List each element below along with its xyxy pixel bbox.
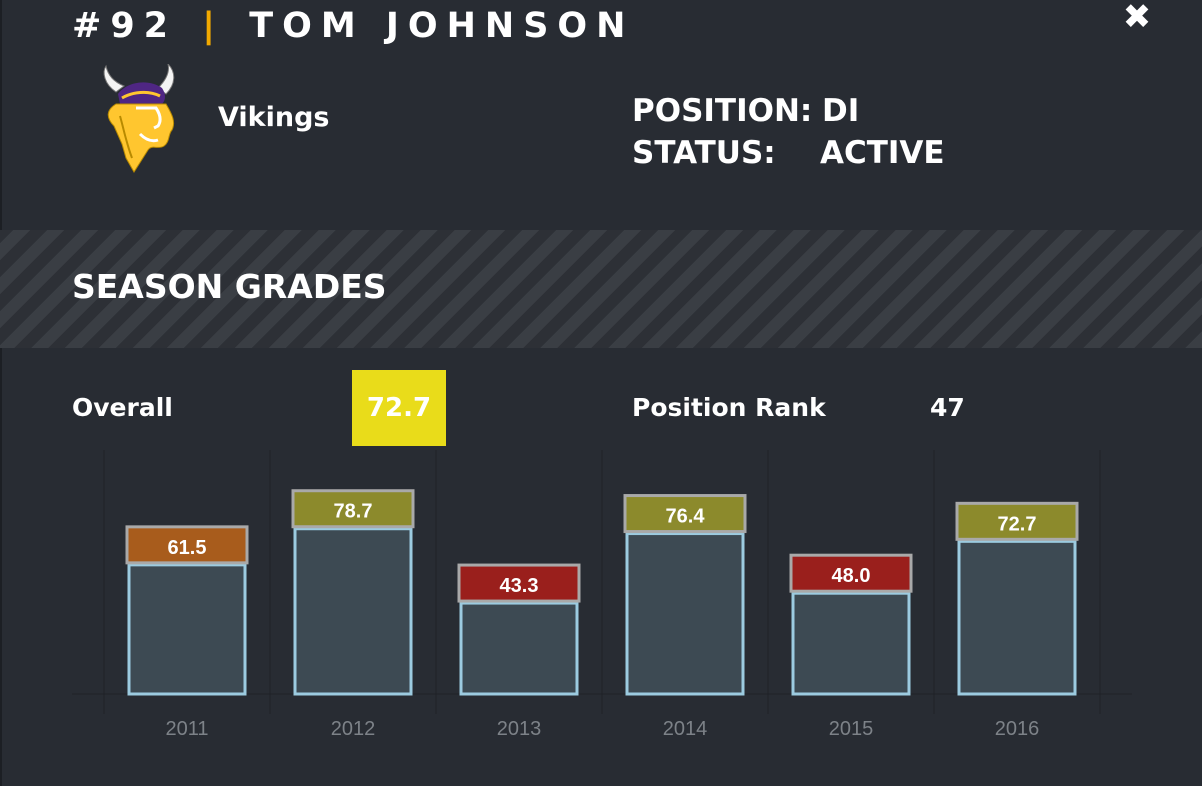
grade-label-box-2015 [789, 553, 913, 593]
bar-2014 [625, 532, 745, 696]
team-name: Vikings [218, 102, 330, 133]
x-tick-2016: 2016 [995, 718, 1040, 740]
grade-label-2016: 72.7 [998, 513, 1037, 535]
close-icon[interactable]: ✖ [1122, 0, 1152, 37]
grade-label-2013: 43.3 [500, 575, 539, 597]
bar-2012 [293, 527, 413, 696]
player-number: #92 [72, 6, 178, 46]
grade-label-box-2013 [457, 563, 581, 603]
status-value: ACTIVE [820, 135, 945, 171]
grade-label-box-2011 [125, 525, 249, 565]
grade-label-box-2016 [955, 501, 1079, 541]
vikings-logo-icon [103, 64, 175, 173]
overall-badge: 72.7 [352, 370, 446, 446]
header-separator: | [202, 6, 225, 46]
player-info: POSITION: DI STATUS: ACTIVE [632, 90, 945, 174]
grade-label-box-2014 [623, 494, 747, 534]
x-tick-2014: 2014 [663, 718, 708, 740]
bar-2013 [459, 601, 579, 696]
x-tick-2012: 2012 [331, 718, 376, 740]
left-border [0, 0, 2, 786]
status-label: STATUS: [632, 135, 776, 171]
player-name: TOM JOHNSON [249, 6, 635, 46]
position-row: POSITION: DI [632, 90, 945, 132]
grade-label-2014: 76.4 [666, 506, 706, 528]
player-header: #92 | TOM JOHNSON [72, 4, 634, 48]
grade-label-2012: 78.7 [334, 501, 373, 523]
x-tick-2011: 2011 [165, 718, 208, 740]
position-value: DI [822, 93, 860, 129]
x-tick-2013: 2013 [497, 718, 542, 740]
position-label: POSITION: [632, 93, 813, 129]
x-tick-2015: 2015 [829, 718, 874, 740]
section-title: SEASON GRADES [72, 267, 387, 306]
bar-2011 [127, 563, 247, 696]
overall-label: Overall [72, 393, 173, 422]
section-band [0, 230, 1202, 348]
bar-2016 [957, 539, 1077, 696]
grade-label-2015: 48.0 [832, 565, 871, 587]
season-grades-chart: 61.5 2011 78.7 2012 43.3 2013 76.4 2014 48.0 2015… [72, 450, 1132, 740]
bar-2015 [791, 591, 911, 696]
position-rank-value: 47 [930, 393, 965, 422]
grade-label-box-2012 [291, 489, 415, 529]
position-rank-label: Position Rank [632, 393, 826, 422]
grade-label-2011: 61.5 [168, 537, 207, 559]
status-row: STATUS: ACTIVE [632, 132, 945, 174]
